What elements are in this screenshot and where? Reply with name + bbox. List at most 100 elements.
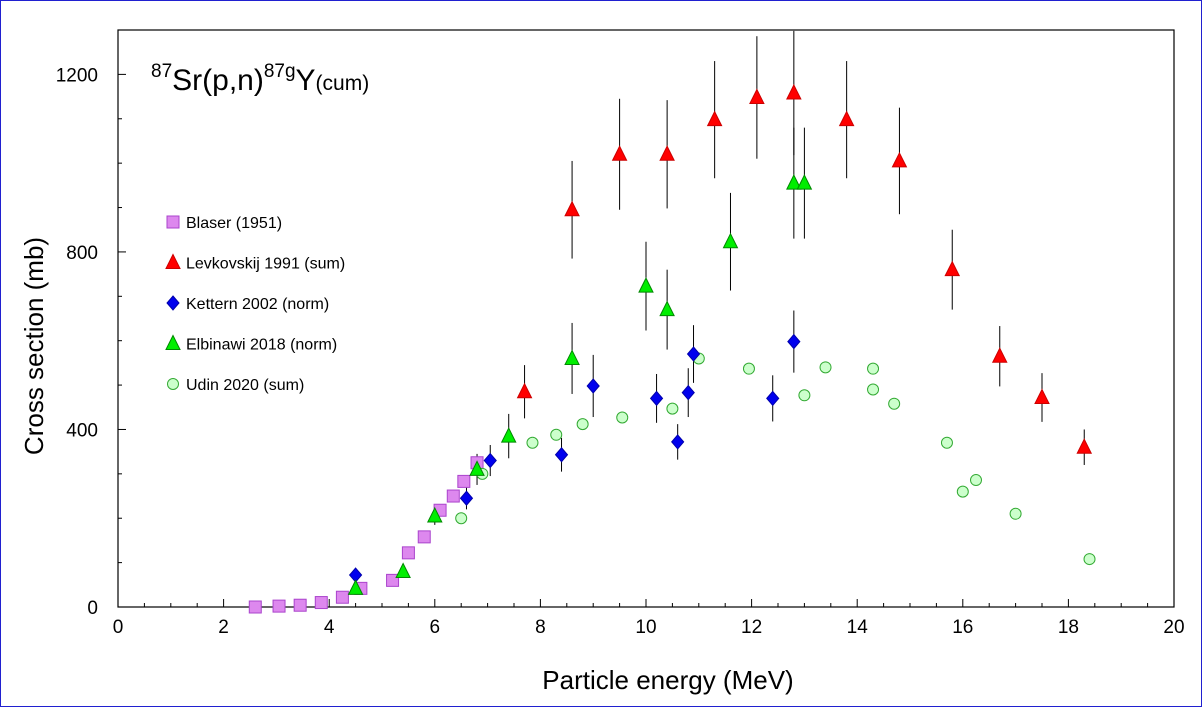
legend-label: Levkovskij 1991 (sum) [186,256,345,273]
y-tick-label: 800 [66,243,98,264]
data-point-elbinawi-2018-norm [426,506,443,523]
data-point-udin-2020-sum [1083,553,1096,566]
data-point-levkovskij-1991-sum [706,110,723,127]
data-point-udin-2020-sum [550,428,563,441]
data-point-levkovskij-1991-sum [944,260,961,277]
data-point-blaser-1951 [314,596,328,610]
data-point-udin-2020-sum [888,397,901,410]
legend-marker [165,334,181,350]
data-point-elbinawi-2018-norm [659,300,675,317]
y-axis-label: Cross section (mb) [19,237,49,455]
data-point-kettern-2002-norm [483,452,497,469]
data-point-elbinawi-2018-norm [564,349,580,365]
data-point-blaser-1951 [335,590,349,604]
legend-marker [165,253,181,269]
data-point-levkovskij-1991-sum [659,145,675,161]
data-point-udin-2020-sum [970,474,982,487]
y-tick-label: 1200 [56,65,98,86]
legend-marker [166,215,180,229]
data-point-kettern-2002-norm [586,378,600,394]
data-point-blaser-1951 [446,489,460,503]
data-point-kettern-2002-norm [554,446,569,463]
legend-label: Kettern 2002 (norm) [186,296,329,313]
data-point-levkovskij-1991-sum [891,151,908,168]
data-markers [248,83,1096,614]
data-point-udin-2020-sum [742,362,755,375]
axes: 0 2 4 6 8 10 12 14 16 18 20 0 400 800 1200 [56,29,1185,638]
title-base-1: Sr(p,n) [172,64,264,97]
legend-label: Elbinawi 2018 (norm) [186,337,337,354]
data-point-udin-2020-sum [455,512,468,525]
data-point-blaser-1951 [248,600,262,614]
x-tick-label: 14 [847,617,869,638]
svg-text:87Sr(p,n)87gY(cum): 87Sr(p,n)87gY(cum) [151,61,369,97]
data-point-kettern-2002-norm [649,390,664,407]
x-tick-label: 0 [113,617,124,638]
data-point-elbinawi-2018-norm [500,427,517,443]
data-point-udin-2020-sum [526,436,539,449]
data-point-blaser-1951 [401,546,415,560]
legend: Blaser (1951) Levkovskij 1991 (sum) Ketter… [165,215,345,394]
data-point-levkovskij-1991-sum [1076,438,1093,454]
data-point-udin-2020-sum [819,361,832,374]
legend-marker [166,295,180,311]
data-point-udin-2020-sum [1009,507,1022,520]
title-base-2: Y [296,64,316,97]
data-point-levkovskij-1991-sum [516,382,533,399]
x-tick-label: 18 [1058,617,1079,638]
data-point-blaser-1951 [272,599,286,613]
x-tick-label: 4 [324,617,335,638]
data-point-levkovskij-1991-sum [749,88,765,104]
data-point-blaser-1951 [457,474,471,488]
x-tick-label: 6 [430,617,441,638]
title-sup-2: 87g [264,61,296,82]
legend-label: Blaser (1951) [186,215,282,232]
x-axis-label: Particle energy (MeV) [542,665,793,695]
data-point-elbinawi-2018-norm [469,460,485,476]
data-point-kettern-2002-norm [686,346,701,362]
legend-label: Udin 2020 (sum) [186,377,304,394]
data-point-udin-2020-sum [867,362,880,375]
data-point-levkovskij-1991-sum [786,83,802,100]
data-point-kettern-2002-norm [459,490,474,507]
title-sub: (cum) [316,72,370,95]
data-point-udin-2020-sum [616,411,629,424]
data-point-kettern-2002-norm [671,434,685,450]
data-point-levkovskij-1991-sum [1034,388,1050,405]
x-tick-label: 16 [952,617,973,638]
data-point-udin-2020-sum [940,436,953,449]
x-tick-label: 20 [1163,617,1184,638]
data-point-elbinawi-2018-norm [796,174,813,190]
data-point-udin-2020-sum [956,485,969,498]
data-point-elbinawi-2018-norm [786,174,802,190]
data-point-blaser-1951 [293,598,307,612]
title-sup-1: 87 [151,61,172,82]
data-point-elbinawi-2018-norm [722,232,739,249]
data-point-udin-2020-sum [867,383,880,396]
data-point-udin-2020-sum [576,418,589,431]
data-point-levkovskij-1991-sum [838,110,855,127]
y-tick-label: 400 [66,420,98,441]
data-point-blaser-1951 [417,530,431,544]
data-point-elbinawi-2018-norm [347,579,364,595]
data-point-levkovskij-1991-sum [611,145,628,161]
x-tick-label: 8 [535,617,546,638]
data-point-elbinawi-2018-norm [395,562,411,578]
data-point-elbinawi-2018-norm [638,276,654,293]
data-point-levkovskij-1991-sum [564,200,580,217]
data-point-udin-2020-sum [666,402,679,415]
data-point-kettern-2002-norm [787,333,801,350]
chart-title: 87Sr(p,n)87gY(cum) [151,61,369,97]
data-point-kettern-2002-norm [766,390,780,407]
y-tick-label: 0 [87,598,98,619]
data-point-kettern-2002-norm [681,384,695,401]
legend-marker [167,378,179,390]
data-point-udin-2020-sum [798,389,811,402]
x-tick-label: 12 [741,617,762,638]
data-point-blaser-1951 [386,573,400,587]
x-tick-label: 10 [635,617,656,638]
data-point-levkovskij-1991-sum [991,347,1008,363]
x-tick-label: 2 [218,617,229,638]
